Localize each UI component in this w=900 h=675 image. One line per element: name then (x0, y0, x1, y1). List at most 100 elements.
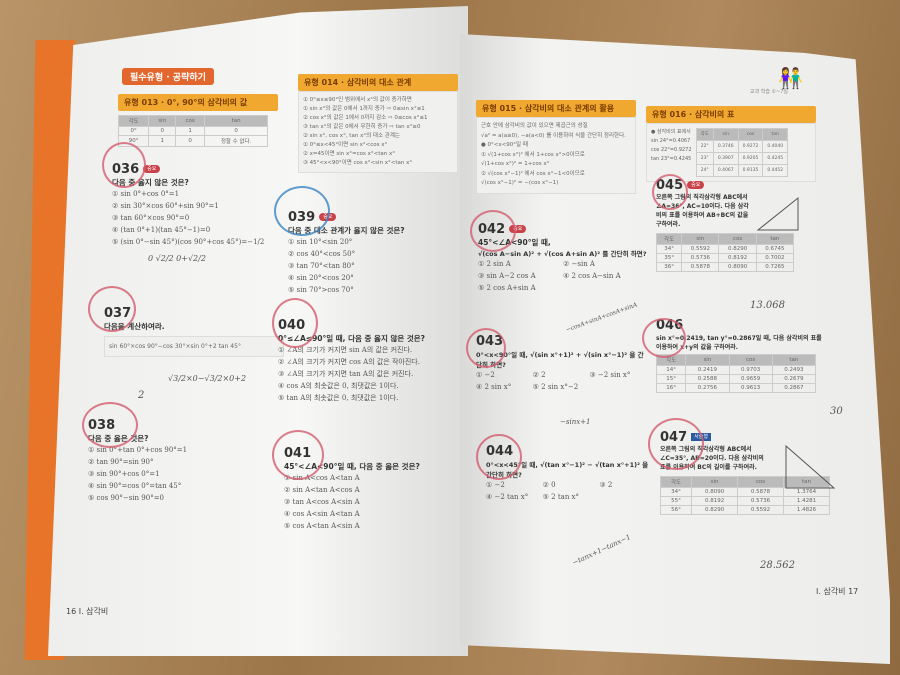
question-text: √(cos A−sin A)² + √(cos A+sin A)² 를 간단히 … (478, 250, 647, 258)
question-text: 다음 중 대소 관계가 옳지 않은 것은? (288, 226, 405, 235)
handwriting: 13.068 (750, 300, 785, 311)
table-cell: 16° (655, 383, 687, 393)
table-cell: 0.2588 (685, 374, 730, 384)
table-cell: 0.5736 (681, 253, 720, 263)
table-cell: 0 (204, 126, 268, 136)
option: ③ 2 (599, 481, 613, 489)
option: ③ sin 90°+cos 0°=1 (88, 470, 160, 478)
type-016-content: ● 삼각비의 표에서 sin 24°=0.4067 cos 22°=0.9272 ta… (646, 123, 816, 182)
table-header: tan (204, 115, 268, 127)
option: ⑤ 2 sin x°−2 (532, 383, 579, 391)
table-cell: 0.7265 (755, 262, 795, 272)
table-header: sin (681, 233, 720, 245)
table-header: cos (728, 354, 773, 366)
red-pen-circle (272, 298, 318, 348)
table-cell: 0.8290 (691, 505, 739, 515)
table-cell: 0 (175, 135, 206, 147)
table-cell: 0.9272 (737, 140, 764, 153)
right-triangle-diagram (756, 196, 799, 231)
note-line: ③ 45°<x<90°이면 cos x°<sin x°<tan x° (303, 160, 413, 166)
table-header: cos (718, 233, 757, 245)
option: ② −sin A (563, 260, 595, 268)
table-cell: 34° (659, 487, 693, 497)
table-header: 각도 (659, 476, 693, 488)
table-header: cos (737, 128, 764, 141)
table-cell: 0.9205 (737, 152, 764, 165)
table-header: tan (762, 128, 789, 141)
note-line: ① 0°≤x≤90°인 범위에서 x°의 값이 증가하면 (303, 97, 412, 103)
red-pen-circle (642, 318, 686, 358)
question-text: 45°<∠A<90°일 때, (478, 238, 551, 247)
red-pen-circle (88, 286, 136, 332)
table-cell: 23° (695, 152, 714, 165)
table-cell: 0.4040 (762, 140, 789, 153)
question-text: 다음을 계산하여라. (104, 322, 165, 331)
note-line: ① 0°≤x<45°이면 sin x°<cos x° (303, 142, 388, 148)
table-cell: 0.5878 (737, 487, 785, 497)
option: ⑤ 2 cos A+sin A (478, 284, 536, 292)
option: ② 2 (532, 371, 546, 379)
table-cell: 34° (655, 244, 683, 254)
handwriting: −sinx+1 (560, 418, 591, 426)
option: ② 0 (542, 481, 556, 489)
table-cell: 0.2867 (771, 383, 817, 393)
important-badge: 중요 (143, 165, 161, 173)
option: ④ 2 cos A−sin A (563, 272, 621, 280)
table-header: 각도 (117, 115, 150, 127)
question-text: sin x°=0.2419, tan y°=0.2867일 때, 다음 삼각비의… (656, 335, 822, 351)
table-cell: 0.5878 (681, 262, 720, 272)
left-page: 필수유형 · 공략하기 유형 013 · 0°, 90°의 삼각비의 값 각도 s… (48, 6, 468, 656)
note-line: cos 22°=0.9272 (651, 147, 692, 153)
table-cell: 0.5592 (737, 505, 785, 515)
handwriting: −cosA+sinA+cosA+sinA (565, 301, 639, 334)
note-line: √a² = a(a≥0), −a(a<0) 를 이용하여 식을 간단히 정리한다… (481, 132, 626, 139)
q045-table: 각도 sin cos tan 34° 0.5592 0.8290 0.6745 35° 0.5… (655, 233, 795, 272)
type-015-title: 유형 015 · 삼각비의 대소 관계의 활용 (476, 100, 636, 117)
option: ① −2 (486, 481, 505, 489)
cartoon-characters-icon: 👫 (778, 66, 803, 90)
type-014-content: ① 0°≤x≤90°인 범위에서 x°의 값이 증가하면 ① sin x°의 값은… (298, 91, 458, 173)
table-cell: 22° (695, 140, 714, 153)
table-cell: 24° (695, 164, 714, 177)
option: ⑤ 2 tan x° (542, 493, 580, 501)
note-line: ② cos x°의 값은 1에서 0까지 감소 ⇨ 0≤cos x°≤1 (303, 115, 428, 121)
table-cell: 0.3907 (712, 152, 739, 165)
option: ④ (tan 0°+1)(tan 45°−1)=0 (112, 226, 211, 234)
table-cell: 0.5736 (737, 496, 785, 506)
table-cell: 0.8090 (718, 262, 757, 272)
table-cell: 0.3746 (712, 140, 739, 153)
table-cell: 1 (175, 126, 206, 136)
question-text: 오른쪽 그림의 직각삼각형 ABC에서 ∠C=35°, AB=20이다. 다음 … (660, 446, 764, 471)
type-016-table: 각도 sin cos tan 22° 0.3746 0.9272 0.4040 23° 0.3… (695, 128, 789, 177)
option: ⑤ sin 70°>cos 70° (288, 286, 354, 294)
note-line: ① √(1+cos x°)² 에서 1+cos x°>0이므로 (481, 151, 585, 158)
handwriting: 28.562 (760, 560, 795, 571)
question-047: 047 서술형 오른쪽 그림의 직각삼각형 ABC에서 ∠C=35°, AB=20… (659, 426, 840, 515)
table-cell: 35° (655, 253, 683, 263)
section-tag: 필수유형 · 공략하기 (122, 68, 214, 85)
table-cell: 0.4245 (762, 152, 789, 165)
right-triangle-diagram (785, 444, 836, 489)
red-pen-circle (82, 402, 138, 448)
table-cell: 0 (148, 126, 177, 136)
note-line: 근호 안에 삼각비의 값이 있으면 제곱근의 성질 (481, 123, 588, 129)
note-line: ② sin x°, cos x°, tan x°의 대소 관계는 (303, 133, 400, 139)
option: ① sin 0°+cos 0°=1 (112, 190, 180, 198)
option: ⑤ cos A<tan A<sin A (284, 522, 360, 530)
table-cell: 15° (655, 374, 687, 384)
handwriting: 0 √2/2 0+√2/2 (148, 254, 206, 263)
note-line: ③ tan x°의 값은 0에서 무한히 증가 ⇨ tan x°≥0 (303, 124, 421, 130)
option: ① sin A<cos A<tan A (284, 474, 360, 482)
table-header: tan (755, 233, 795, 245)
question-text: 오른쪽 그림의 직각삼각형 ABC에서 ∠A=36°, AC=10이다. 다음 … (656, 194, 749, 228)
note-line: √(1+cos x°)² = 1+cos x° (481, 161, 550, 167)
question-text: 45°<∠A<90°일 때, 다음 중 옳은 것은? (284, 462, 420, 471)
table-header: tan (771, 354, 817, 366)
table-header: cos (175, 115, 206, 127)
option: ③ tan 70°<tan 80° (288, 262, 355, 270)
option: ④ −2 tan x° (486, 493, 529, 501)
table-cell: 0.9659 (728, 374, 773, 384)
table-cell: 0.2493 (771, 365, 817, 375)
option: ① −2 (476, 371, 495, 379)
table-cell: 0.2679 (771, 374, 817, 384)
